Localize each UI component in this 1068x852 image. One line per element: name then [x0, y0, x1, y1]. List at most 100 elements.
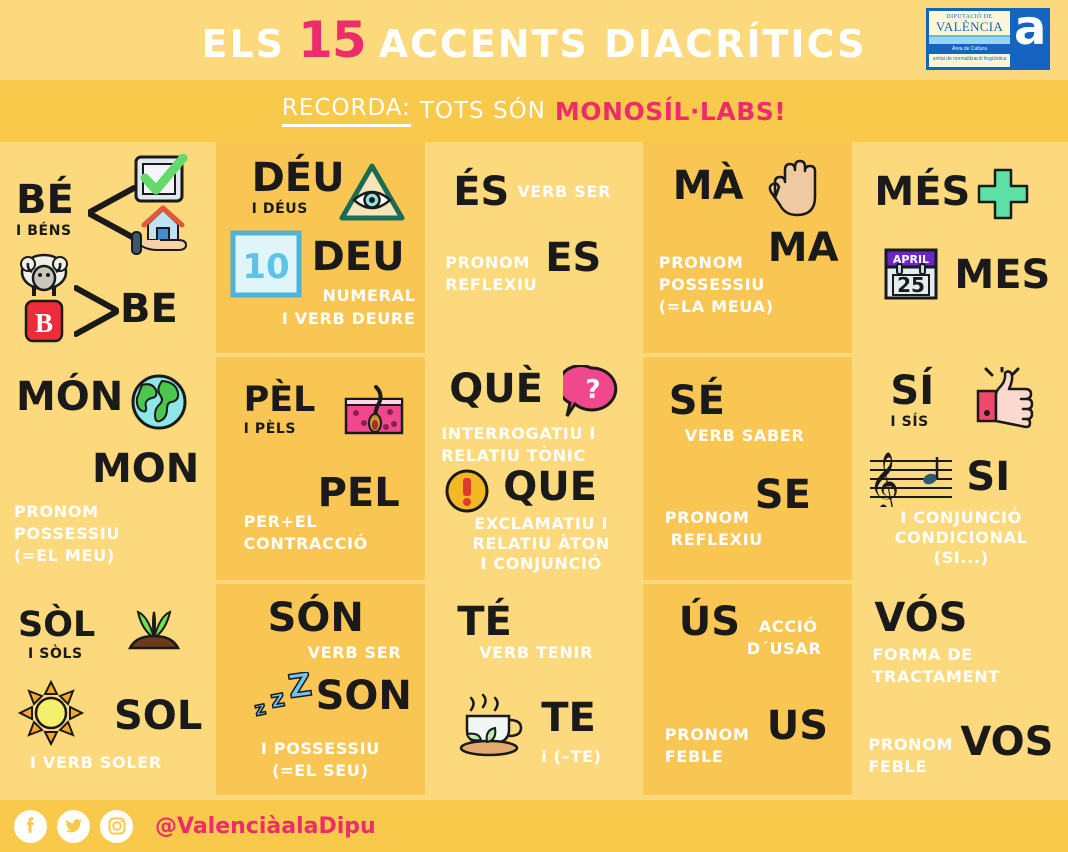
cell-pel-plain: PEL: [317, 470, 400, 516]
cell-mon-plain: MON: [92, 446, 200, 492]
cell-us: ÚS ACCIÓ D´USAR PRONOM FEBLE US: [642, 584, 853, 795]
cell-te-accented: TÉ: [457, 599, 512, 645]
cell-vos-plain: VOS: [960, 719, 1054, 765]
cell-pel-note-2: CONTRACCIÓ: [243, 534, 368, 553]
eye-of-providence-icon: [338, 162, 406, 229]
cell-son-accented-note: VERB SER: [307, 643, 402, 662]
logo-line3: Àrea de Cultura: [929, 44, 1010, 54]
twitter-icon[interactable]: [57, 809, 90, 843]
cell-mes-plain: MES: [954, 252, 1051, 298]
svg-text:𝄞: 𝄞: [869, 452, 900, 507]
title-part2: accents diacrítics: [378, 22, 867, 66]
cell-us-note-2: D´USAR: [746, 639, 822, 658]
cell-te: TÉ VERB TENIR TE i (–TE): [429, 584, 639, 795]
svg-text:Z: Z: [285, 672, 313, 706]
subheader-middle: Tots són: [419, 98, 546, 124]
cell-be: BÉ I BÉNS: [2, 142, 212, 353]
cell-que-note-4: RELATIU ÀTON: [472, 534, 610, 553]
cell-te-plain: TE: [541, 695, 596, 741]
cell-us-note-1: ACCIÓ: [758, 617, 818, 636]
cell-ma-plain: MA: [767, 225, 839, 271]
cell-mon: MÓN MON PRONOM POSSESSIU (=EL MEU): [2, 357, 212, 580]
logo-line1: DIPUTACIÓ DE: [946, 14, 993, 20]
cell-que-note-5: I CONJUNCIÓ: [480, 554, 602, 573]
cell-us-note-3: PRONOM: [664, 725, 750, 744]
be-arrows-bottom: [74, 285, 119, 337]
cell-us-accented: ÚS: [678, 599, 741, 645]
cell-se-accented: SÉ: [668, 378, 725, 424]
cell-deu: DÉU I DÉUS 10 DEU NUMERAL I VERB DEURE: [215, 142, 426, 353]
cell-si-plain: SI: [966, 454, 1011, 500]
logo-line2: VALÈNCIA: [935, 19, 1004, 34]
cell-mon-accented: MÓN: [16, 374, 124, 420]
cell-es-note-2: REFLEXIU: [445, 275, 538, 294]
page-title: Els 15 accents diacrítics: [201, 11, 866, 69]
logo-letter-a: a: [1014, 8, 1047, 56]
cell-pel-note-1: PER+EL: [243, 512, 318, 531]
cell-vos-note-3: PRONOM: [868, 735, 954, 754]
sun-icon: [17, 679, 85, 751]
globe-icon: [130, 373, 190, 436]
svg-text:?: ?: [586, 375, 601, 405]
subheader-recorda: Recorda:: [281, 95, 411, 127]
subheader: Recorda: Tots són MONOSÍL·LABS!: [0, 80, 1068, 142]
question-bubble-icon: ?: [557, 364, 619, 426]
cell-que: QUÈ ? INTERROGATIU I RELATIU TÒNIC QUE E…: [429, 357, 639, 580]
cell-vos-accented: VÓS: [874, 595, 968, 641]
cell-se-note-2: REFLEXIU: [670, 530, 763, 549]
cell-be-accented-note: I BÉNS: [16, 223, 72, 239]
cell-es-accented: ÉS: [453, 169, 510, 215]
cell-ma-note-3: (=LA MEUA): [658, 297, 774, 316]
cell-te-accented-note: VERB TENIR: [479, 643, 594, 662]
hair-follicle-icon: [344, 385, 404, 440]
cell-pel-accented: PÈL: [243, 380, 316, 420]
cell-be-accented: BÉ: [16, 177, 74, 223]
number-ten-icon: 10: [230, 230, 302, 303]
cell-se: SÉ VERB SABER SE PRONOM REFLEXIU: [642, 357, 853, 580]
facebook-icon[interactable]: [14, 809, 47, 843]
cell-mon-note-3: (=EL MEU): [14, 546, 115, 565]
cell-que-note-3: EXCLAMATIU I: [474, 514, 609, 533]
house-in-hand-icon: [130, 202, 192, 265]
cell-es-plain: ES: [545, 235, 602, 281]
cell-ma-note-1: PRONOM: [658, 253, 744, 272]
cell-deu-accented: DÉU: [251, 155, 345, 201]
cell-si-note-2: CONDICIONAL: [894, 528, 1028, 547]
accents-grid: BÉ I BÉNS: [0, 142, 1068, 795]
svg-text:B: B: [35, 308, 53, 338]
diputacio-valencia-logo: DIPUTACIÓ DE VALÈNCIA Àrea de Cultura un…: [926, 8, 1050, 70]
be-arrows-top: [88, 185, 137, 241]
cell-es: ÉS VERB SER PRONOM REFLEXIU ES: [429, 142, 639, 353]
cell-te-note-1: i (–TE): [541, 747, 602, 766]
logo-wave-graphic: [929, 35, 1010, 44]
cell-pel: PÈL I PÈLS PEL PER+EL CONTRACCIÓ: [215, 357, 426, 580]
cell-se-accented-note: VERB SABER: [684, 426, 805, 445]
cell-mon-note-1: PRONOM: [14, 502, 99, 521]
cell-si-note-3: (SI...): [933, 548, 989, 567]
cell-sol-note-1: I VERB SOLER: [30, 753, 162, 772]
cell-us-note-4: FEBLE: [664, 747, 724, 766]
social-handle[interactable]: @ValenciàalaDipu: [155, 813, 376, 839]
cell-deu-accented-note: I DÉUS: [251, 201, 308, 217]
cell-si-note-1: I CONJUNCIÓ: [900, 508, 1022, 527]
cell-vos: VÓS FORMA DE TRACTAMENT PRONOM FEBLE VOS: [856, 584, 1066, 795]
cell-be-plain: BE: [120, 286, 178, 332]
subheader-highlight: MONOSÍL·LABS!: [554, 96, 787, 126]
cell-vos-note-4: FEBLE: [868, 757, 928, 776]
exclamation-icon: [445, 469, 489, 518]
logo-a-mark: a: [1010, 8, 1050, 70]
cell-pel-accented-note: I PÈLS: [243, 421, 297, 437]
cell-son-note-2: (=EL SEU): [272, 761, 369, 780]
cell-deu-note-1: NUMERAL: [322, 286, 416, 305]
svg-text:10: 10: [242, 247, 289, 287]
instagram-icon[interactable]: [100, 809, 133, 843]
music-staff-icon: 𝄞: [868, 449, 954, 514]
calendar-icon: APRIL 25: [884, 242, 938, 307]
cell-ma-note-2: POSSESSIU: [658, 275, 765, 294]
cell-sol-accented: SÒL: [18, 605, 96, 645]
cell-se-note-1: PRONOM: [664, 508, 750, 527]
svg-text:z: z: [252, 697, 267, 721]
cell-mes: MÉS APRIL 25 MES: [856, 142, 1066, 353]
cell-que-note-2: RELATIU TÒNIC: [441, 446, 586, 465]
